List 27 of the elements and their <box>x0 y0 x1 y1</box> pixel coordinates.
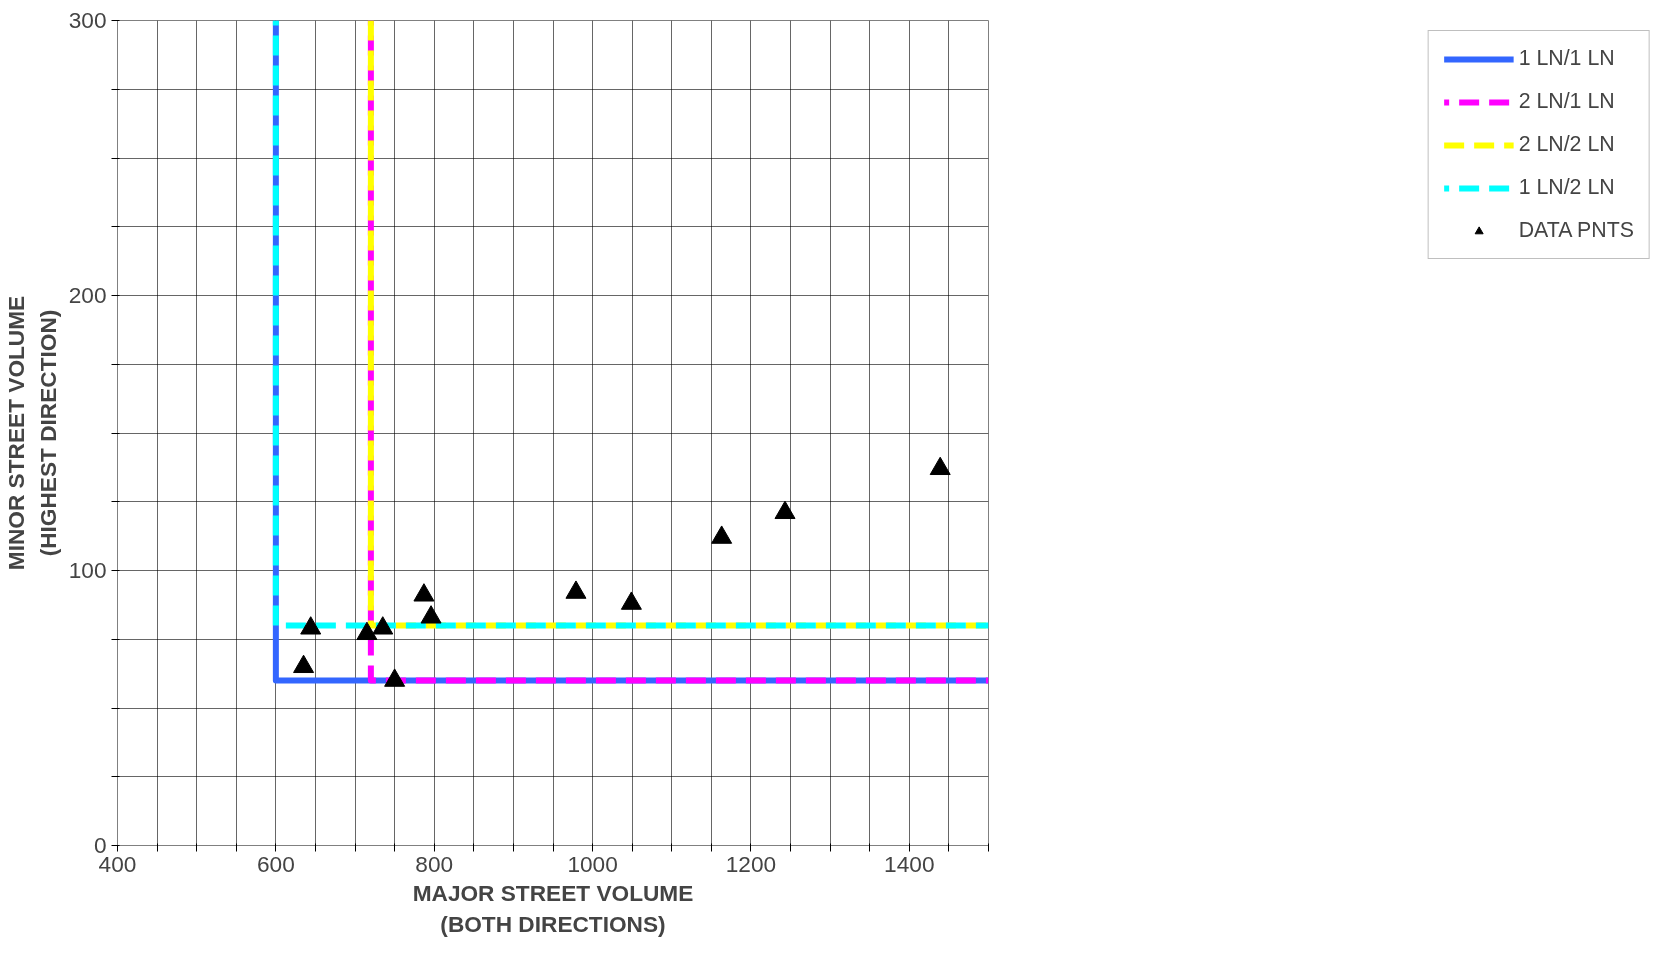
legend-label: DATA PNTS <box>1518 218 1634 243</box>
point <box>356 621 378 641</box>
x-axis-title: MAJOR STREET VOLUME (BOTH DIRECTIONS) <box>412 879 694 937</box>
x-tick-label: 800 <box>415 850 454 877</box>
x-tick-label: 1200 <box>725 850 777 877</box>
x-tick-label: 1000 <box>567 850 618 877</box>
x-tick-label: 600 <box>256 850 295 877</box>
x-tick-label: 1400 <box>884 850 935 877</box>
point <box>300 616 322 635</box>
point <box>565 580 587 599</box>
legend-label: 1 LN/2 LN <box>1518 175 1615 200</box>
legend-label: 2 LN/2 LN <box>1518 132 1615 157</box>
point <box>620 591 642 610</box>
point <box>774 500 796 520</box>
legend-label: 2 LN/1 LN <box>1518 89 1615 114</box>
point <box>929 456 951 476</box>
legend-label: 1 LN/1 LN <box>1518 46 1615 71</box>
y-tick-label: 100 <box>68 557 107 583</box>
point <box>372 616 394 635</box>
point <box>413 583 435 602</box>
point <box>420 605 442 624</box>
point <box>384 668 406 687</box>
point <box>711 525 733 544</box>
y-tick-label: 300 <box>68 7 107 33</box>
y-axis-title: MINOR STREET VOLUME (HIGHEST DIRECTION) <box>3 295 61 571</box>
point <box>293 654 315 674</box>
y-tick-label: 200 <box>68 282 107 308</box>
